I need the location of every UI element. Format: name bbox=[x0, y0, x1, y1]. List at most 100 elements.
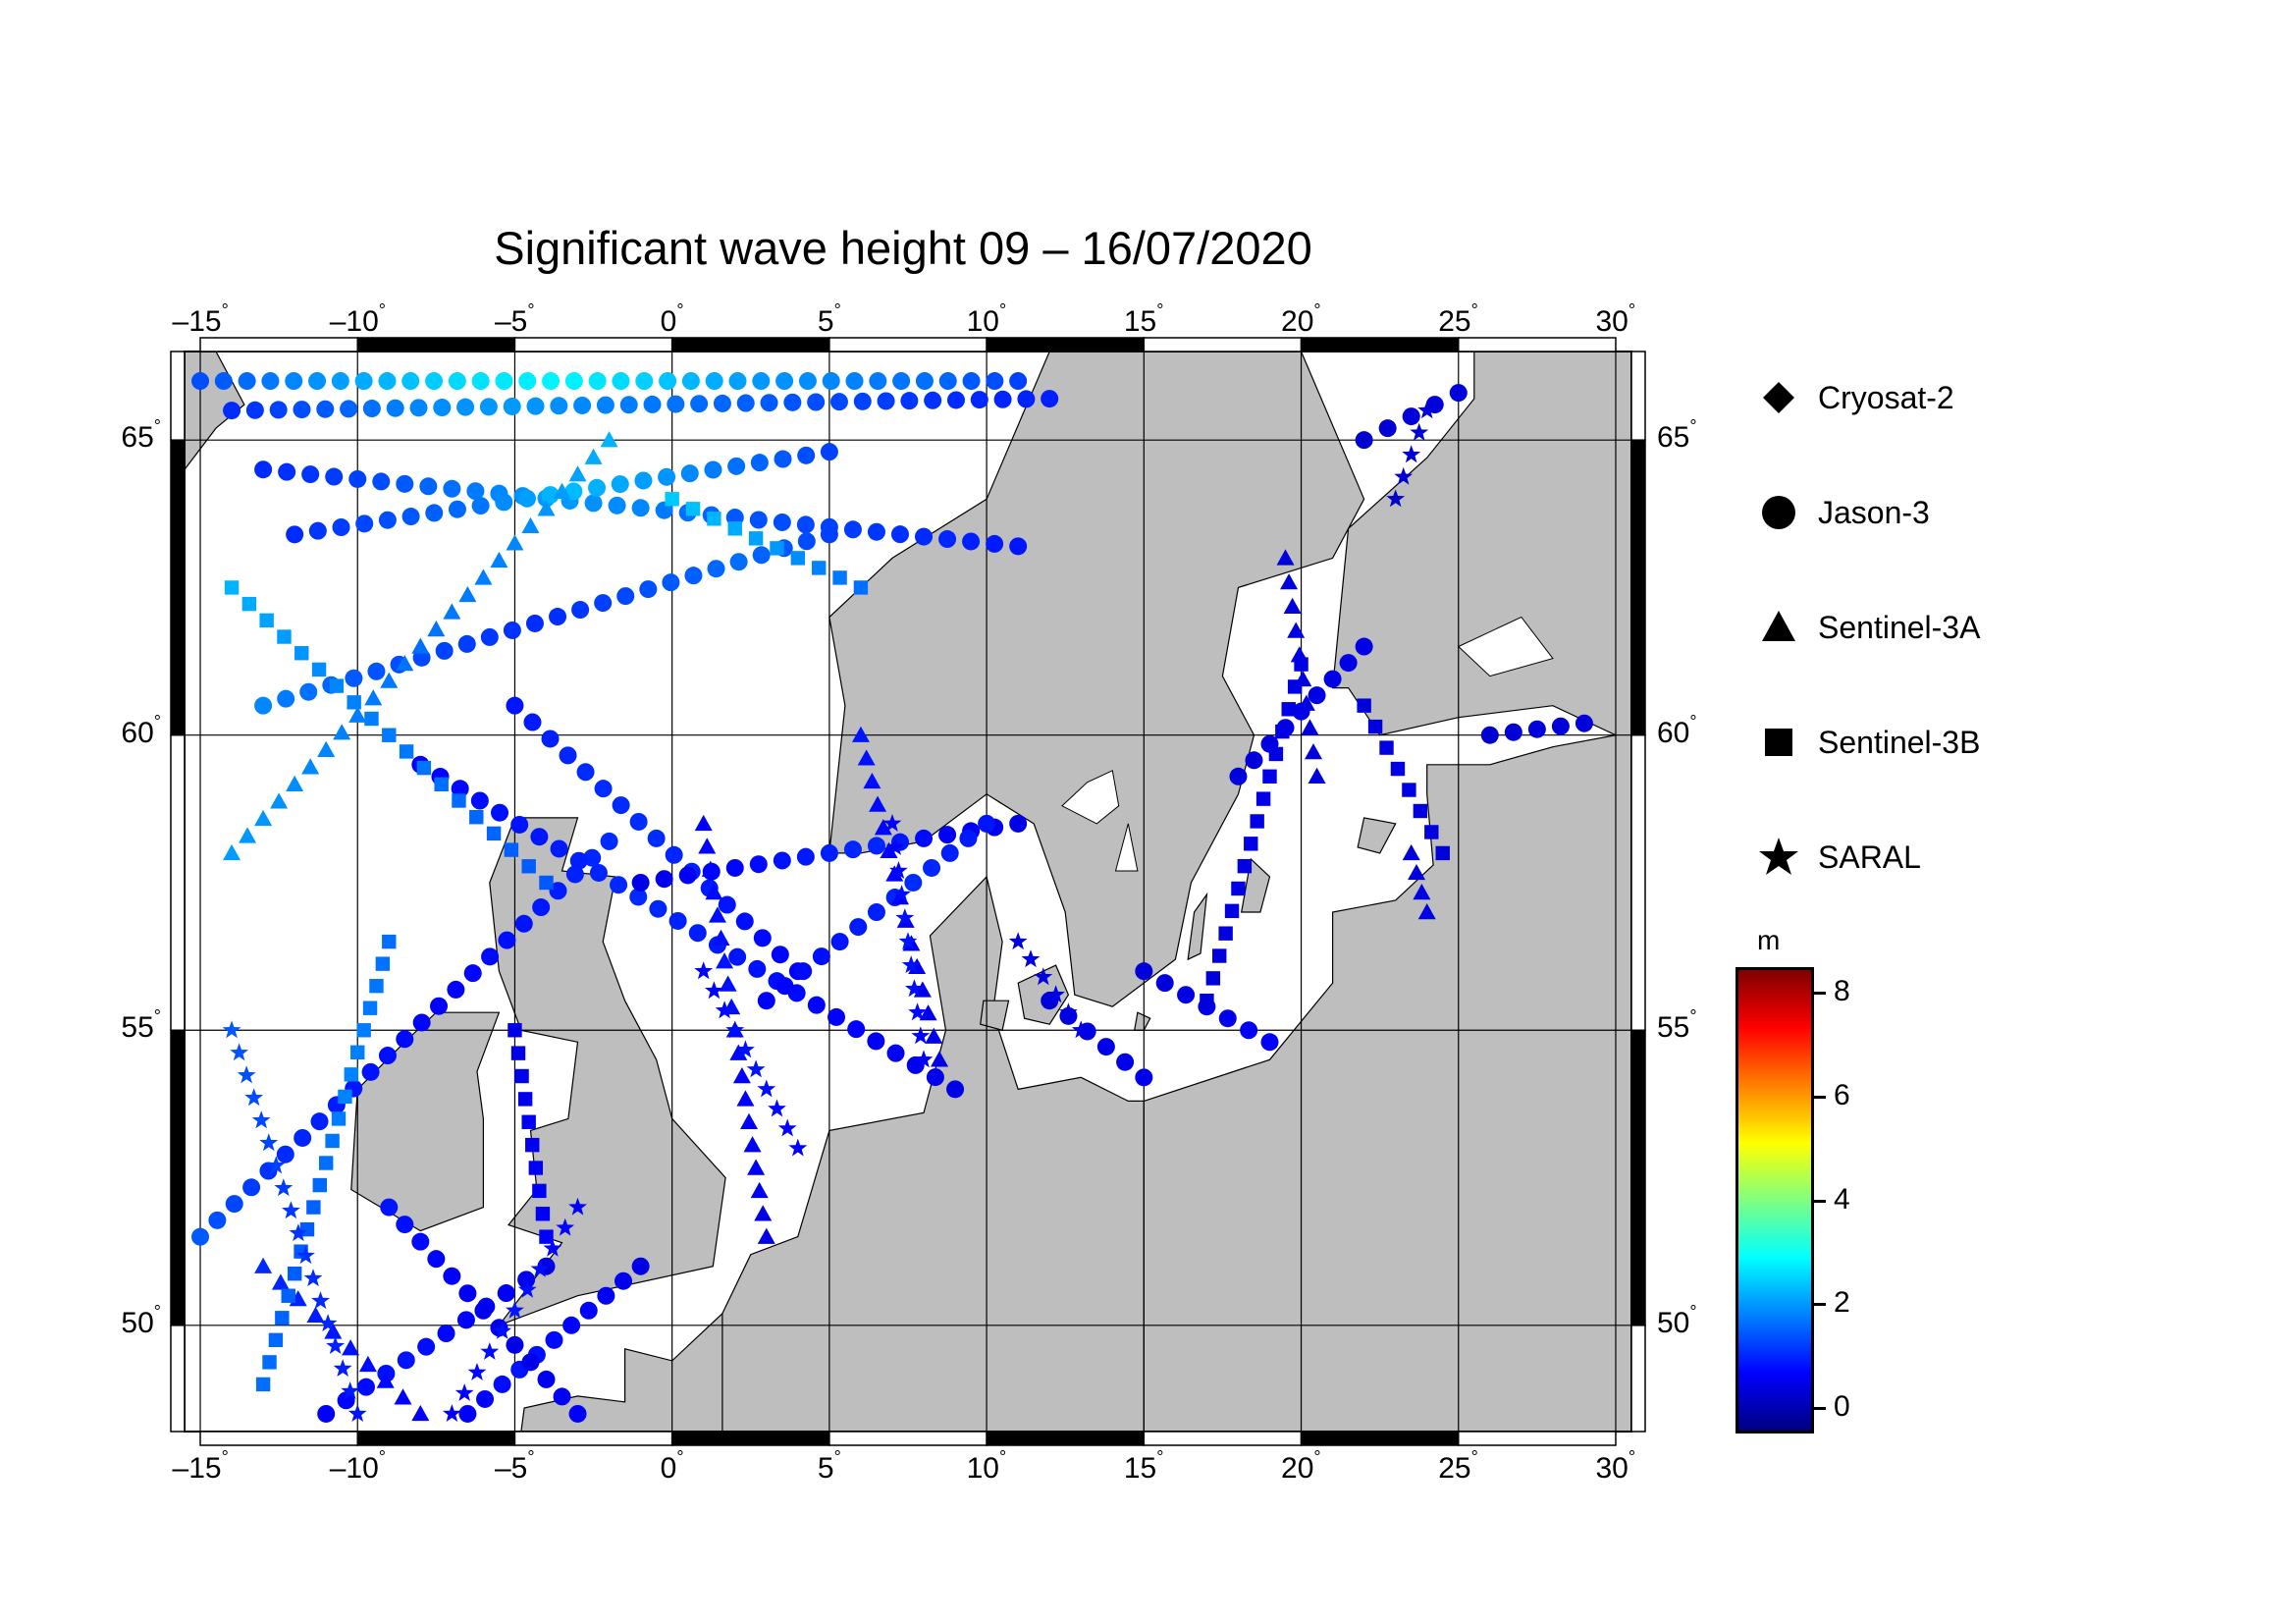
sentinel-3b-point bbox=[685, 502, 701, 516]
right-lat-tick: 60° bbox=[1657, 711, 1697, 749]
jason-3-point bbox=[629, 888, 648, 906]
sentinel-3a-point bbox=[333, 724, 351, 740]
jason-3-point bbox=[564, 372, 583, 391]
jason-3-point bbox=[523, 713, 542, 731]
jason-3-point bbox=[915, 372, 934, 391]
jason-3-point bbox=[775, 977, 794, 996]
colorbar-tick-mark bbox=[1814, 1303, 1826, 1307]
jason-3-point bbox=[506, 1335, 524, 1354]
sentinel-3b-point bbox=[1424, 825, 1439, 839]
jason-3-point bbox=[1245, 751, 1263, 770]
top-lon-tick: 10° bbox=[966, 300, 1007, 338]
sentinel-3a-point bbox=[851, 726, 870, 742]
sentinel-3a-point bbox=[537, 500, 556, 516]
sentinel-3a-point bbox=[358, 1355, 377, 1373]
sentinel-3a-point bbox=[376, 1372, 395, 1388]
colorbar-tick-label: 2 bbox=[1834, 1286, 1850, 1320]
jason-3-point bbox=[797, 532, 816, 551]
sentinel-3a-point bbox=[306, 1306, 325, 1323]
saral-point bbox=[251, 1110, 271, 1129]
jason-3-point bbox=[261, 372, 280, 391]
square-icon bbox=[1765, 729, 1792, 756]
sentinel-3b-point bbox=[364, 711, 379, 727]
jason-3-point bbox=[853, 392, 872, 410]
jason-3-point bbox=[317, 1404, 336, 1423]
left-lat-tick: 60° bbox=[121, 711, 161, 749]
frame-band-top bbox=[1458, 337, 1617, 352]
jason-3-point bbox=[688, 924, 707, 943]
jason-3-point bbox=[571, 601, 590, 620]
legend-label: Cryosat-2 bbox=[1818, 379, 1954, 415]
sentinel-3b-point bbox=[375, 956, 391, 971]
jason-3-point bbox=[378, 511, 397, 529]
jason-3-point bbox=[729, 553, 748, 571]
sentinel-3a-point bbox=[880, 841, 898, 858]
saral-point bbox=[1008, 932, 1028, 950]
top-lon-tick: 0° bbox=[660, 300, 684, 338]
jason-3-point bbox=[773, 851, 791, 870]
jason-3-point bbox=[503, 621, 521, 639]
saral-point bbox=[530, 1259, 550, 1277]
sentinel-3a-point bbox=[364, 689, 383, 706]
jason-3-point bbox=[807, 393, 826, 411]
sentinel-3b-point bbox=[1244, 837, 1258, 851]
sentinel-3a-point bbox=[568, 465, 587, 482]
jason-3-point bbox=[631, 1257, 650, 1275]
jason-3-point bbox=[325, 467, 344, 486]
jason-3-point bbox=[594, 780, 613, 798]
land-gotland bbox=[1240, 857, 1271, 913]
jason-3-point bbox=[923, 858, 941, 877]
jason-3-point bbox=[728, 947, 747, 966]
sentinel-3a-point bbox=[223, 843, 241, 861]
jason-3-point bbox=[457, 634, 476, 653]
sentinel-3b-point bbox=[255, 1377, 271, 1392]
jason-3-point bbox=[532, 898, 551, 917]
jason-3-point bbox=[970, 391, 988, 409]
sentinel-3a-point bbox=[396, 655, 414, 672]
sentinel-3b-point bbox=[399, 744, 414, 759]
left-lat-tick: 55° bbox=[121, 1006, 161, 1045]
jason-3-point bbox=[892, 372, 911, 391]
frame-band-top bbox=[1300, 337, 1460, 352]
jason-3-point bbox=[1229, 767, 1248, 785]
jason-3-point bbox=[1009, 372, 1028, 391]
jason-3-point bbox=[600, 832, 618, 850]
sentinel-3b-point bbox=[369, 978, 384, 994]
triangle-icon bbox=[1762, 611, 1795, 641]
frame-band-right bbox=[1630, 1029, 1646, 1326]
jason-3-point bbox=[631, 499, 650, 517]
sentinel-3a-point bbox=[1305, 743, 1323, 760]
jason-3-point bbox=[760, 394, 778, 412]
jason-3-point bbox=[583, 848, 602, 867]
jason-3-point bbox=[752, 546, 771, 565]
sentinel-3b-point bbox=[312, 1177, 327, 1193]
jason-3-point bbox=[458, 1284, 477, 1303]
jason-3-point bbox=[361, 1062, 380, 1081]
jason-3-point bbox=[616, 587, 635, 606]
right-lat-tick: 50° bbox=[1657, 1301, 1697, 1339]
jason-3-point bbox=[867, 1032, 885, 1051]
jason-3-point bbox=[380, 1198, 399, 1217]
jason-3-point bbox=[242, 1178, 261, 1197]
jason-3-point bbox=[783, 393, 802, 411]
jason-3-point bbox=[310, 1112, 329, 1131]
jason-3-point bbox=[514, 914, 533, 933]
jason-3-point bbox=[849, 918, 868, 937]
jason-3-point bbox=[245, 401, 264, 419]
jason-3-point bbox=[456, 398, 475, 416]
frame-band-top bbox=[986, 337, 1146, 352]
saral-point bbox=[1046, 985, 1065, 1003]
jason-3-point bbox=[254, 696, 273, 715]
sentinel-3a-point bbox=[732, 1067, 751, 1084]
jason-3-point bbox=[596, 396, 614, 414]
jason-3-point bbox=[900, 392, 919, 410]
saral-point bbox=[274, 1178, 294, 1197]
saral-point bbox=[882, 814, 902, 832]
sentinel-3b-point bbox=[1255, 791, 1271, 806]
jason-3-point bbox=[568, 1404, 587, 1423]
sentinel-3b-point bbox=[486, 826, 502, 841]
jason-3-point bbox=[681, 372, 700, 391]
jason-3-point bbox=[830, 933, 849, 951]
jason-3-point bbox=[340, 400, 358, 418]
saral-point bbox=[898, 932, 918, 950]
